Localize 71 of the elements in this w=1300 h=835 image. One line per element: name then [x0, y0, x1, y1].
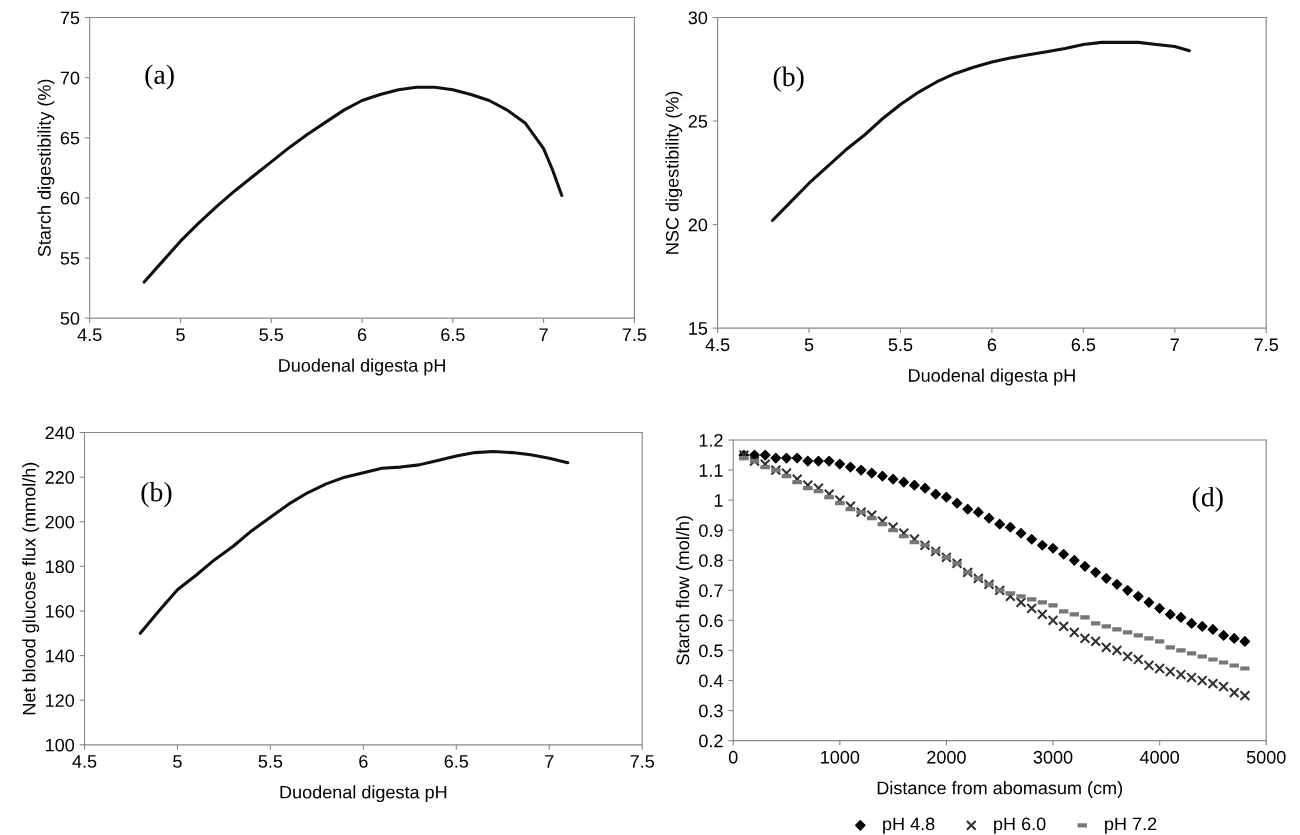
x-tick-label: 5: [176, 328, 185, 342]
x-tick-label: 4.5: [705, 338, 730, 352]
y-tick-label: 15: [689, 322, 708, 335]
y-axis-title: Net blood glucose flux (mmol/h): [22, 462, 40, 715]
annotation: (a): [145, 64, 174, 90]
x-tick-label: 6.5: [1071, 338, 1096, 352]
y-tick-label: 160: [46, 604, 75, 618]
x-tick-label: 4.5: [72, 755, 97, 768]
y-tick-label: 0.3: [699, 704, 723, 718]
x-axis-title: Duodenal digesta pH: [909, 368, 1075, 386]
x-tick-label: 5: [173, 755, 182, 768]
y-tick-label: 0.7: [699, 584, 723, 598]
x-axis-title: Duodenal digesta pH: [280, 785, 447, 803]
legend-label: pH 7.2: [1105, 817, 1157, 834]
x-tick-label: 1000: [821, 750, 860, 764]
y-tick-label: 240: [45, 426, 75, 440]
legend-label: pH 6.0: [994, 817, 1046, 834]
y-tick-label: 0.9: [699, 524, 723, 537]
y-tick-label: 25: [688, 115, 708, 128]
x-tick-label: 7: [1170, 338, 1179, 351]
y-tick-label: 180: [46, 560, 75, 574]
y-tick-label: 50: [60, 312, 80, 325]
x-tick-label: 6: [357, 328, 367, 342]
x-tick-label: 4000: [1139, 750, 1179, 764]
y-tick-label: 1: [714, 494, 723, 507]
y-tick-label: 0.8: [699, 554, 723, 568]
y-tick-label: 60: [60, 191, 80, 205]
y-axis-title: Starch flow (mol/h): [675, 516, 693, 665]
annotation: (b): [773, 66, 804, 92]
x-tick-label: 5000: [1246, 750, 1286, 764]
y-tick-label: 0.6: [699, 614, 723, 628]
x-tick-label: 6.5: [444, 755, 469, 768]
x-tick-label: 5: [804, 338, 814, 352]
x-tick-label: 6: [359, 755, 368, 768]
x-tick-label: 6.5: [441, 328, 465, 342]
x-tick-label: 7: [539, 328, 548, 341]
y-tick-label: 0.4: [699, 674, 723, 688]
y-tick-label: 30: [688, 11, 708, 25]
y-axis-title: Starch digestibility (%): [37, 79, 55, 257]
y-tick-label: 140: [46, 649, 75, 663]
x-tick-label: 6: [987, 338, 997, 352]
y-tick-label: 120: [46, 694, 75, 707]
x-tick-label: 4.5: [77, 328, 102, 342]
x-tick-label: 5.5: [888, 338, 913, 352]
x-tick-label: 5.5: [259, 328, 284, 342]
y-tick-label: 0.5: [699, 644, 723, 658]
annotation: (b): [141, 481, 172, 508]
y-tick-label: 20: [688, 218, 708, 232]
x-axis-title: Duodenal digesta pH: [279, 358, 445, 376]
x-tick-label: 3000: [1033, 750, 1073, 764]
x-tick-label: 7.5: [630, 755, 654, 768]
x-tick-label: 0: [728, 750, 738, 764]
y-tick-label: 75: [60, 11, 80, 25]
y-tick-label: 70: [60, 71, 80, 85]
legend-label: pH 4.8: [883, 817, 935, 834]
x-tick-label: 7.5: [622, 328, 647, 342]
y-tick-label: 100: [46, 738, 75, 752]
x-tick-label: 2000: [927, 750, 966, 764]
y-tick-label: 200: [45, 515, 75, 529]
x-axis-title: Distance from abomasum (cm): [877, 781, 1122, 798]
y-tick-label: 220: [45, 471, 75, 484]
x-tick-label: 5.5: [258, 755, 283, 768]
y-tick-label: 55: [60, 252, 80, 265]
y-axis-title: NSC digestibility (%): [665, 91, 683, 254]
y-tick-label: 1.2: [699, 433, 723, 447]
y-tick-label: 65: [60, 131, 80, 145]
x-tick-label: 7: [545, 755, 554, 768]
annotation: (d): [1192, 486, 1223, 513]
x-tick-label: 7.5: [1254, 338, 1278, 352]
y-tick-label: 0.2: [699, 734, 723, 748]
y-tick-label: 1.1: [699, 464, 723, 477]
